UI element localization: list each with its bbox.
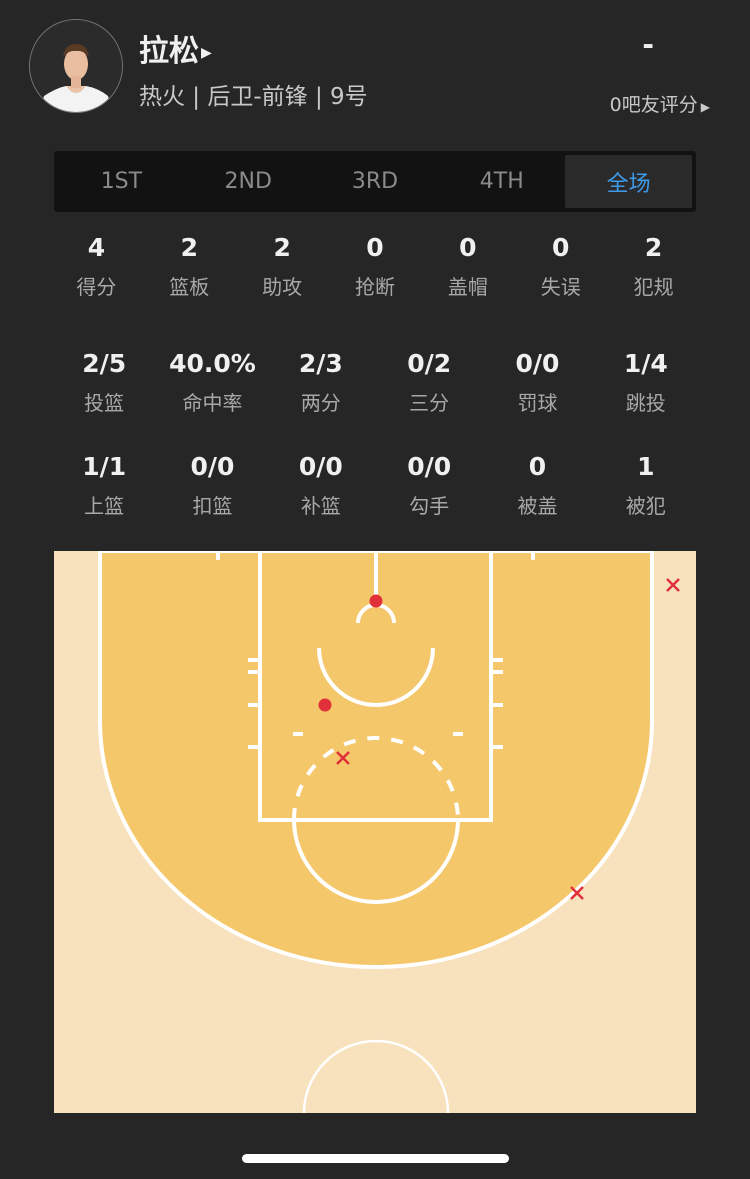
stat-item: 2/5 投篮 [50,347,158,416]
stat-item: 0/0 勾手 [375,450,483,519]
stat-value: 2 [180,233,198,262]
stat-item: 2 犯规 [607,231,700,300]
stat-value: 0/0 [190,452,235,481]
stat-label: 两分 [300,391,341,415]
stat-label: 失误 [540,275,581,299]
stat-item: 0 盖帽 [421,231,514,300]
stat-label: 盖帽 [447,275,488,299]
stat-item: 2 助攻 [236,231,329,300]
stat-item: 0 被盖 [483,450,591,519]
stat-value: 1/4 [623,349,668,378]
player-name: 拉松 [139,34,199,69]
stat-value: 0/0 [515,349,560,378]
missed-shot-marker [570,886,584,900]
stat-value: 0 [528,452,547,481]
stat-value: 0/0 [298,452,343,481]
stat-label: 罚球 [517,391,558,415]
stat-label: 被盖 [517,494,558,518]
made-shot-marker [369,594,383,608]
tab-3rd[interactable]: 3RD [351,169,399,194]
player-info: 热火 | 后卫-前锋 | 9号 [139,84,368,110]
stat-value: 1/1 [82,452,127,481]
stat-value: 4 [87,233,106,262]
stat-label: 得分 [76,275,117,299]
tab-1st[interactable]: 1ST [100,169,143,194]
stat-item: 2/3 两分 [267,347,375,416]
stat-value: 0 [552,233,570,262]
court-lines [216,551,535,1113]
caret-right-icon: ▶ [700,100,710,114]
stat-label: 上篮 [84,494,125,518]
stat-label: 命中率 [182,391,243,415]
stat-item: 4 得分 [50,231,143,300]
stat-value: 40.0% [169,349,256,378]
stat-value: 2/3 [298,349,343,378]
stat-value: 0 [366,233,384,262]
stat-item: 1/1 上篮 [50,450,158,519]
stat-item: 0/0 补篮 [267,450,375,519]
stat-label: 补篮 [300,494,341,518]
missed-shot-marker [336,751,350,765]
caret-right-icon: ▶ [201,44,212,61]
tab-4th[interactable]: 4TH [479,169,524,194]
stat-label: 跳投 [625,391,666,415]
three-point-area [98,551,654,969]
stat-item: 1/4 跳投 [592,347,700,416]
stat-label: 助攻 [262,275,303,299]
stat-label: 三分 [409,391,450,415]
player-photo-icon [30,20,122,112]
stat-item: 1 被犯 [592,450,700,519]
tab-full-game[interactable]: 全场 [565,155,692,208]
shot-chart [54,551,696,1113]
stat-label: 扣篮 [192,494,233,518]
fan-rating-label: 0吧友评分 [609,94,698,116]
missed-shot-marker [666,578,680,592]
stat-item: 0 失误 [514,231,607,300]
stat-label: 篮板 [169,275,210,299]
basic-stats: 4 得分 2 篮板 2 助攻 0 抢断 0 盖帽 0 失误 2 犯规 [50,231,700,300]
stat-item: 0/2 三分 [375,347,483,416]
stat-value: 0/2 [407,349,452,378]
stat-item: 0 抢断 [329,231,422,300]
stat-label: 投篮 [84,391,125,415]
stat-value: 1 [637,452,655,481]
shooting-stats: 2/5 投篮 40.0% 命中率 2/3 两分 0/2 三分 0/0 罚球 1/4 跳投 [50,347,700,416]
stat-value: 0 [459,233,477,262]
player-name-link[interactable]: 拉松 ▶ [139,26,212,70]
made-shot-marker [318,698,332,712]
stat-label: 被犯 [625,494,666,518]
stat-item: 40.0% 命中率 [158,347,266,416]
stat-label: 抢断 [355,275,395,299]
period-tabs: 1ST 2ND 3RD 4TH 全场 [54,151,696,212]
player-score: - [642,28,654,61]
stat-item: 0/0 罚球 [483,347,591,416]
player-avatar[interactable] [29,19,123,113]
home-indicator[interactable] [242,1154,509,1163]
tab-2nd[interactable]: 2ND [224,169,272,194]
stat-item: 2 篮板 [143,231,236,300]
stat-value: 2 [644,233,663,262]
stat-label: 勾手 [409,494,450,518]
shot-type-stats: 1/1 上篮 0/0 扣篮 0/0 补篮 0/0 勾手 0 被盖 1 被犯 [50,450,700,519]
stat-item: 0/0 扣篮 [158,450,266,519]
fan-rating-link[interactable]: 0吧友评分 ▶ [610,90,710,117]
stat-value: 2 [273,233,291,262]
stat-label: 犯规 [633,275,674,299]
stat-value: 0/0 [407,452,452,481]
stat-value: 2/5 [82,349,127,378]
